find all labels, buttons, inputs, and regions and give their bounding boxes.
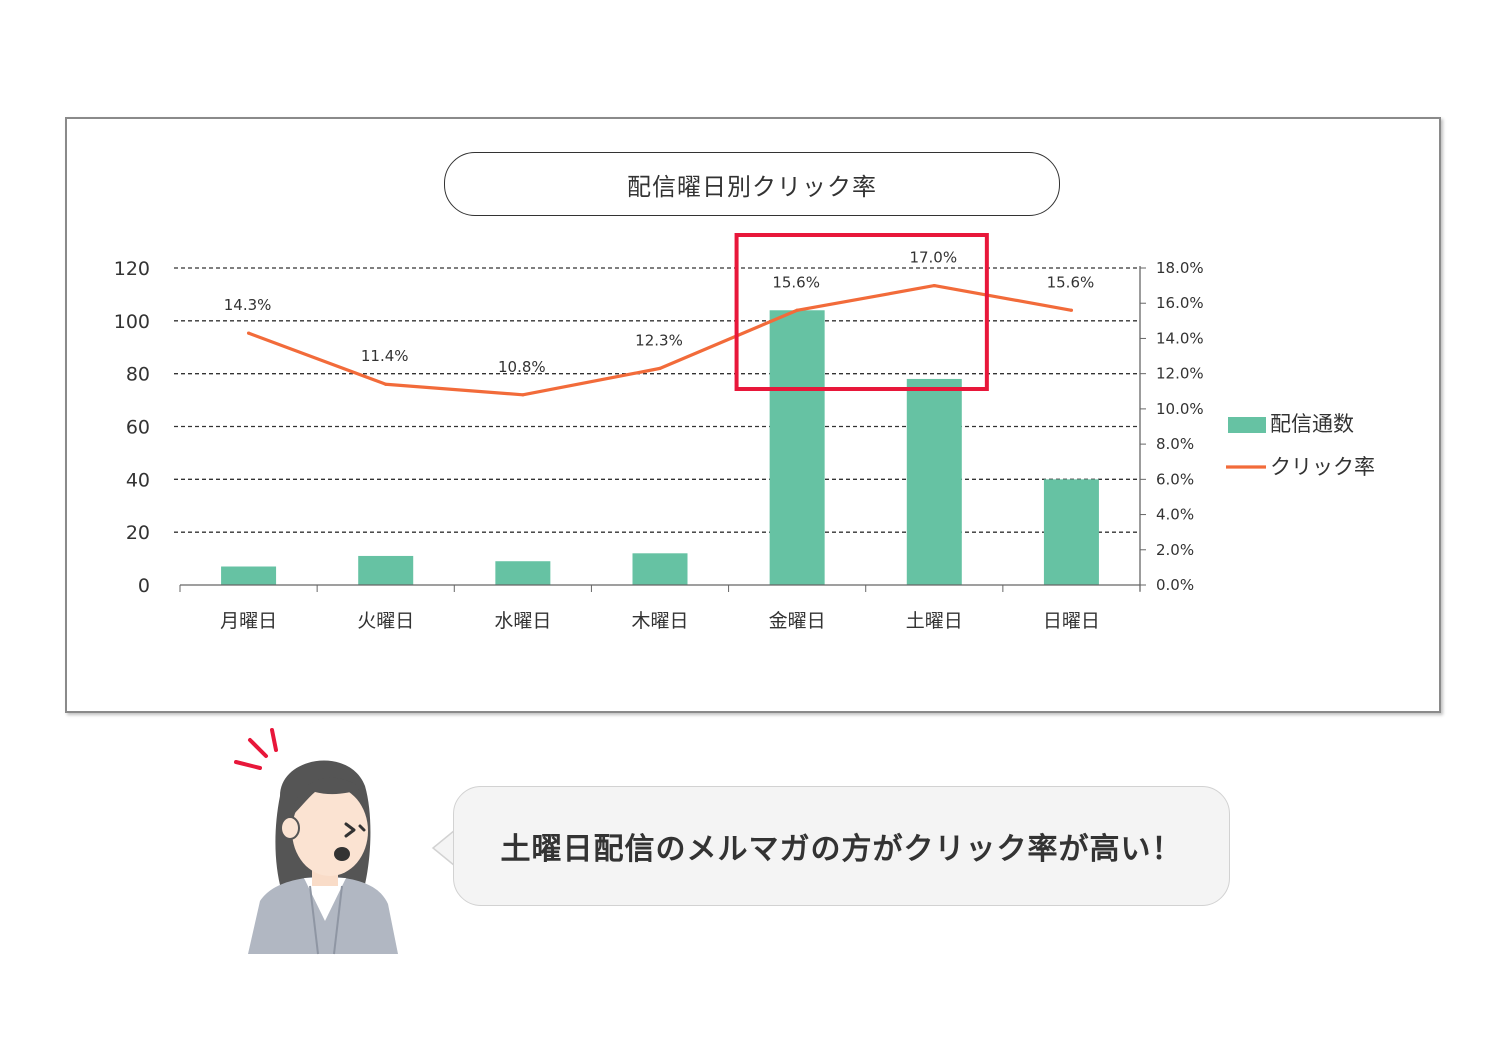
x-tick-label: 火曜日 <box>357 610 414 632</box>
y-tick-label: 60 <box>126 417 150 439</box>
data-label: 10.8% <box>498 358 546 376</box>
surprise-marks-icon <box>234 728 278 770</box>
line-layer <box>246 284 1074 397</box>
bar <box>906 378 962 585</box>
x-tick-label: 月曜日 <box>220 610 277 632</box>
axis-layer: 0 20 40 60 80 100 120 0.0% 2.0% 4.0% 6.0% 8.0% 10.0%… <box>114 258 1204 632</box>
data-label: 12.3% <box>635 331 683 349</box>
line-point <box>1069 308 1074 312</box>
legend-label-line: クリック率 <box>1270 455 1375 479</box>
y2-tick-label: 18.0% <box>1156 259 1204 277</box>
bar <box>358 555 414 585</box>
line-point <box>932 284 936 288</box>
y-tick-label: 120 <box>114 258 150 280</box>
highlight-box <box>734 233 989 391</box>
data-label: 17.0% <box>909 249 957 267</box>
line-point <box>521 393 525 397</box>
data-label: 15.6% <box>772 273 820 291</box>
line-point <box>795 308 799 312</box>
legend-label-bar: 配信通数 <box>1270 412 1354 436</box>
y2-tick-label: 12.0% <box>1156 365 1204 383</box>
bar <box>632 553 688 585</box>
y2-tick-label: 4.0% <box>1156 506 1194 524</box>
y2-tick-label: 16.0% <box>1156 294 1204 312</box>
speech-bubble: 土曜日配信のメルマガの方がクリック率が高い！ <box>453 786 1230 906</box>
x-tick-label: 金曜日 <box>769 610 826 632</box>
line-point <box>246 331 251 335</box>
line-point <box>658 366 662 370</box>
y2-tick-label: 8.0% <box>1156 435 1194 453</box>
x-tick-label: 日曜日 <box>1043 610 1100 632</box>
bar <box>769 310 825 585</box>
data-label: 11.4% <box>361 347 409 365</box>
highlight-layer <box>734 233 989 391</box>
data-label: 14.3% <box>224 296 272 314</box>
bar <box>495 561 551 585</box>
y-tick-label: 0 <box>138 575 150 597</box>
y-tick-label: 40 <box>126 469 150 491</box>
chart-title: 配信曜日別クリック率 <box>444 152 1060 216</box>
y2-tick-label: 0.0% <box>1156 576 1194 594</box>
bar <box>221 566 277 585</box>
y-tick-label: 20 <box>126 522 150 544</box>
chart-panel <box>65 117 1441 713</box>
line-point <box>384 382 388 386</box>
bar-layer <box>221 310 1099 585</box>
x-tick-label: 木曜日 <box>631 610 688 632</box>
bar <box>1043 479 1099 585</box>
y-tick-label: 100 <box>114 311 150 333</box>
grid-layer <box>174 267 1140 533</box>
legend-swatch-bar <box>1228 417 1266 433</box>
y-tick-label: 80 <box>126 364 150 386</box>
x-tick-label: 水曜日 <box>494 610 551 632</box>
y2-tick-label: 10.0% <box>1156 400 1204 418</box>
callout-text: 土曜日配信のメルマガの方がクリック率が高い！ <box>500 832 1183 867</box>
x-tick-label: 土曜日 <box>906 610 963 632</box>
woman-avatar-icon <box>234 728 398 955</box>
y2-tick-label: 14.0% <box>1156 329 1204 347</box>
label-layer: 14.3% 11.4% 10.8% 12.3% 15.6% 17.0% 15.6% <box>224 249 1095 376</box>
y2-tick-label: 6.0% <box>1156 470 1194 488</box>
data-label: 15.6% <box>1047 273 1095 291</box>
y2-tick-label: 2.0% <box>1156 541 1194 559</box>
